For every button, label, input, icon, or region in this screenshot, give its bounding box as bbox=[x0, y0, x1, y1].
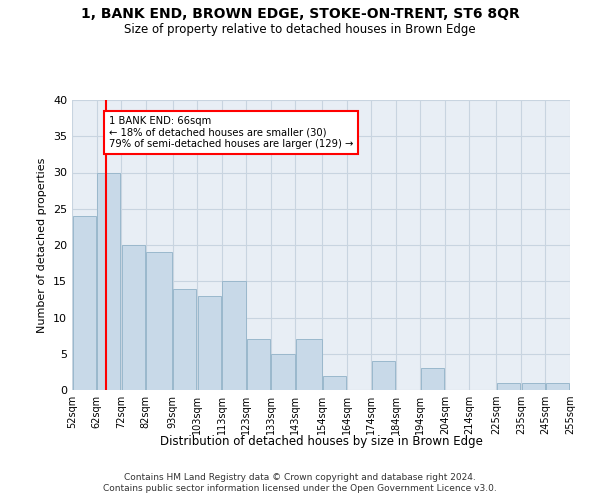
Bar bbox=[497, 383, 520, 390]
Bar bbox=[546, 383, 569, 390]
Bar bbox=[222, 281, 245, 390]
Bar bbox=[296, 339, 322, 390]
Bar bbox=[97, 172, 121, 390]
Bar bbox=[421, 368, 444, 390]
Text: 1, BANK END, BROWN EDGE, STOKE-ON-TRENT, ST6 8QR: 1, BANK END, BROWN EDGE, STOKE-ON-TRENT,… bbox=[80, 8, 520, 22]
Bar bbox=[271, 354, 295, 390]
Bar bbox=[173, 288, 196, 390]
Bar bbox=[73, 216, 96, 390]
Bar bbox=[372, 361, 395, 390]
Bar bbox=[198, 296, 221, 390]
Bar bbox=[247, 339, 270, 390]
Text: Contains HM Land Registry data © Crown copyright and database right 2024.: Contains HM Land Registry data © Crown c… bbox=[124, 472, 476, 482]
Text: Size of property relative to detached houses in Brown Edge: Size of property relative to detached ho… bbox=[124, 22, 476, 36]
Bar bbox=[122, 245, 145, 390]
Text: Distribution of detached houses by size in Brown Edge: Distribution of detached houses by size … bbox=[160, 435, 482, 448]
Bar bbox=[323, 376, 346, 390]
Text: 1 BANK END: 66sqm
← 18% of detached houses are smaller (30)
79% of semi-detached: 1 BANK END: 66sqm ← 18% of detached hous… bbox=[109, 116, 353, 149]
Bar bbox=[146, 252, 172, 390]
Text: Contains public sector information licensed under the Open Government Licence v3: Contains public sector information licen… bbox=[103, 484, 497, 493]
Y-axis label: Number of detached properties: Number of detached properties bbox=[37, 158, 47, 332]
Bar bbox=[521, 383, 545, 390]
